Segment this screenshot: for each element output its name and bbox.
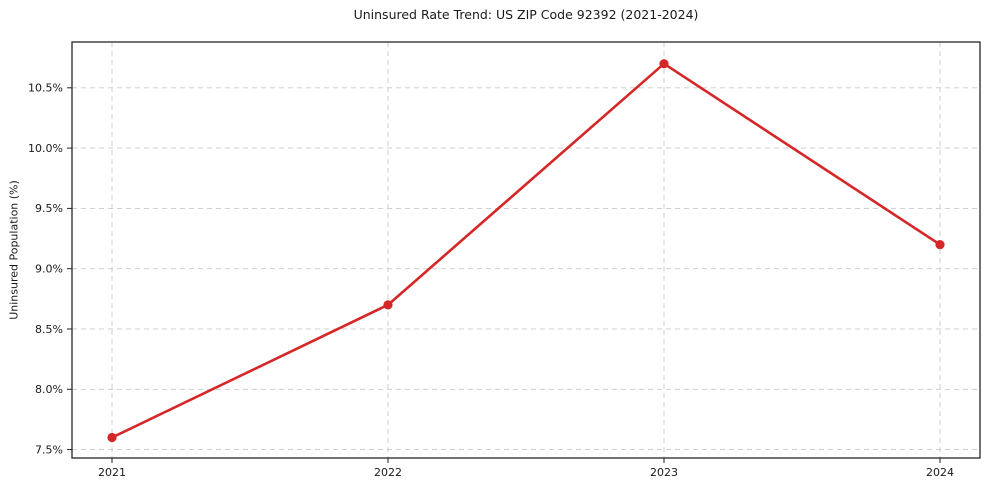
x-tick-label: 2024 [926,466,954,479]
data-point [935,239,945,250]
plot-border [71,41,981,459]
x-tick-label: 2023 [650,466,678,479]
y-tick-label: 9.5% [35,202,63,215]
y-tick-label: 8.5% [35,323,63,336]
y-tick-label: 7.5% [35,443,63,456]
chart-title: Uninsured Rate Trend: US ZIP Code 92392 … [353,7,699,22]
x-tick-label: 2021 [98,466,126,479]
plot-background [72,42,980,458]
data-point [659,59,669,69]
data-point [107,432,117,443]
y-tick-label: 10.5% [28,82,63,95]
x-tick-label: 2022 [374,466,402,479]
y-tick-label: 9.0% [35,262,63,275]
y-tick-label: 8.0% [35,383,63,396]
data-point [383,300,393,310]
series-line [110,62,942,439]
y-tick-label: 10.0% [28,142,63,155]
